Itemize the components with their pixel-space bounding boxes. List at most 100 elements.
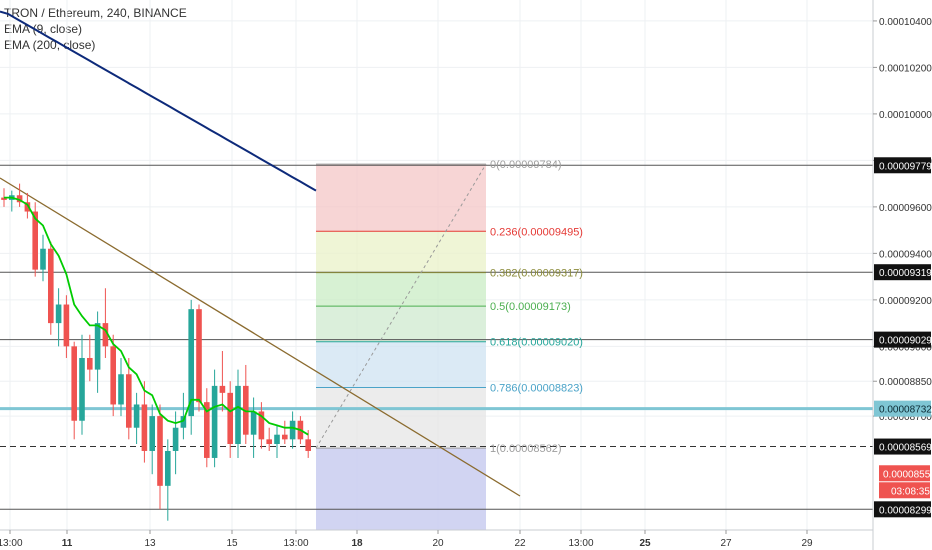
x-tick-label-10: 27 [720,538,732,549]
y-tick-label-0: 0.00010400 [879,17,932,28]
candle-body-24 [188,309,194,417]
fib-label-1: 0.236(0.00009495) [490,226,583,238]
y-tick-label-5: 0.00009400 [879,249,932,260]
fib-zone-5 [316,387,486,449]
candle-body-16 [126,374,132,428]
candle-body-37 [289,420,296,440]
candle-body-8 [63,304,70,347]
fib-label-2: 0.382(0.00009317) [490,268,583,280]
x-tick-label-11: 29 [801,538,813,549]
x-tick-label-1: 11 [62,538,73,549]
fib-label-3: 0.5(0.00009173) [490,301,571,313]
candle-body-6 [48,248,54,324]
y-tick-label-1: 0.00010200 [879,63,932,74]
current-price-bg [879,465,930,482]
candle-body-20 [157,416,163,486]
candle-body-21 [165,450,171,486]
fibonacci-labels: 0(0.00009784) 0.236(0.00009495) 0.382(0.00… [490,159,583,455]
candle-body-27 [211,385,218,458]
candle-body-34 [266,439,272,444]
hline-price-bg-5 [874,501,931,518]
fib-zone-3 [316,306,486,342]
x-tick-label-3: 15 [226,538,238,549]
current-price-label: 0.00008553 [883,469,932,480]
fib-label-5: 0.786(0.00008823) [490,383,583,395]
candle-body-18 [141,404,148,451]
hline-price-bg-4 [874,438,931,455]
hline-price-bg-3 [874,400,931,417]
candle-body-5 [40,248,46,270]
hline-price-bg-0 [874,157,931,174]
fibonacci-zones [316,164,486,530]
candle-body-39 [305,439,311,451]
candle-body-28 [219,385,226,393]
trendline-descending [0,177,521,497]
candle-body-22 [172,427,179,451]
candle-body-31 [243,385,249,435]
candle-body-29 [227,392,233,444]
candle-body-32 [250,411,257,435]
countdown-bg [879,482,930,499]
hline-price-bg-1 [874,264,931,281]
candle-body-2 [16,195,23,203]
x-tick-label-7: 22 [514,538,526,549]
candle-body-36 [282,434,288,440]
candle-body-15 [118,374,124,405]
candle-body-12 [94,323,101,370]
fib-label-0: 0(0.00009784) [490,159,562,171]
candle-body-25 [196,309,202,403]
fib-zone-2 [316,272,486,307]
candle-body-10 [79,357,85,421]
x-tick-label-2: 13 [144,538,156,549]
fib-zone-extension [316,448,486,530]
candles [1,183,311,521]
y-tick-label-6: 0.00009200 [879,296,932,307]
hline-price-label-4: 0.00008569 [879,443,932,454]
x-tick-label-0: 13:00 [0,538,23,549]
hline-price-bg-2 [874,331,931,348]
ema-9-line [4,196,309,436]
y-tick-label-2: 0.00010000 [879,110,932,121]
fib-label-6: 1(0.00008562) [490,443,562,455]
candle-body-13 [102,323,109,347]
y-tick-label-7: 0.00009000 [879,342,932,353]
candle-body-33 [258,411,265,440]
candle-body-19 [149,416,155,451]
candle-body-17 [133,404,140,428]
countdown-label: 03:08:35 [891,486,930,497]
fib-diagonal [315,163,487,449]
candle-body-4 [32,211,38,270]
x-tick-label-5: 18 [351,538,363,549]
legend-ema-9: EMA (9, close) [4,22,83,36]
fibonacci-lines [316,163,486,449]
hline-price-label-0: 0.00009779 [879,161,932,172]
chart-legend: TRON / Ethereum, 240, BINANCE EMA (9, cl… [4,5,187,53]
candle-body-0 [1,197,7,200]
candle-body-30 [235,385,241,444]
candle-body-11 [87,357,93,370]
hline-price-label-1: 0.00009319 [879,268,932,279]
candle-body-23 [180,416,187,428]
x-tick-label-6: 20 [432,538,444,549]
candle-body-9 [71,346,77,421]
price-axis[interactable]: 0.000104000.000102000.000100000.00009800… [872,0,932,550]
legend-ema-200: EMA (200, close) [4,38,96,52]
hline-price-label-3: 0.00008732 [879,405,932,416]
candle-body-7 [55,304,62,324]
hline-price-label-5: 0.00008299 [879,505,932,516]
fib-zone-4 [316,341,486,388]
hline-price-label-2: 0.00009029 [879,336,932,347]
ema-200-line [0,10,317,192]
x-tick-label-4: 13:00 [283,538,308,549]
y-tick-label-8: 0.00008850 [879,377,932,388]
candle-body-3 [24,202,31,212]
fib-zone-1 [316,231,486,273]
candle-body-35 [274,434,280,444]
fib-zone-0 [316,164,486,232]
time-axis[interactable]: 13:00 11 13 15 13:00 18 20 22 13:00 25 27 29 [0,529,873,549]
fib-label-4: 0.618(0.00009020) [490,337,583,349]
candle-body-14 [110,346,116,405]
candle-body-26 [204,402,210,458]
ema-lines [0,10,317,436]
